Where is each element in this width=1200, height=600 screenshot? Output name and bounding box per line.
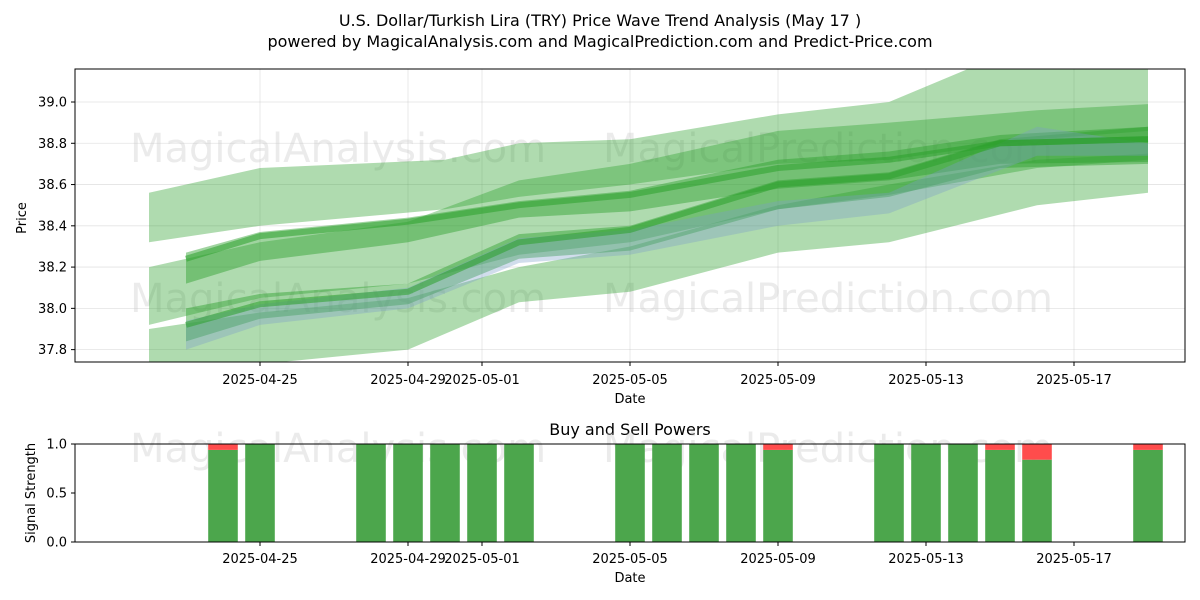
signal-x-tick-label: 2025-05-05 xyxy=(592,552,668,567)
price-band-lower-wave xyxy=(186,126,1148,342)
sell-bar xyxy=(763,444,793,450)
signal-panel: Buy and Sell Powers MagicalAnalysis.com M… xyxy=(24,420,1186,586)
buy-bar xyxy=(985,449,1015,542)
buy-bar xyxy=(1133,449,1163,542)
price-band-wide-upper xyxy=(149,69,1148,243)
price-x-tick-label: 2025-05-01 xyxy=(444,373,520,388)
sell-bar xyxy=(1022,444,1052,460)
price-y-tick-label: 38.2 xyxy=(38,261,67,276)
chart-title: U.S. Dollar/Turkish Lira (TRY) Price Wav… xyxy=(339,11,861,30)
buy-bar xyxy=(874,444,904,542)
buy-bar xyxy=(430,444,460,542)
buy-bar xyxy=(393,444,423,542)
signal-x-tick-label: 2025-05-01 xyxy=(444,552,520,567)
price-line-lower-trend xyxy=(185,136,1149,328)
price-x-tick-label: 2025-04-25 xyxy=(222,373,298,388)
signal-x-tick-label: 2025-04-29 xyxy=(370,552,446,567)
price-x-tick-label: 2025-04-29 xyxy=(370,373,446,388)
price-band-upper-wave xyxy=(186,126,1148,284)
buy-bar xyxy=(911,444,941,542)
signal-y-label: Signal Strength xyxy=(24,443,39,543)
price-x-tick-label: 2025-05-05 xyxy=(592,373,668,388)
signal-y-tick-label: 0.0 xyxy=(46,536,67,551)
buy-bar xyxy=(726,444,756,542)
sell-bar xyxy=(985,444,1015,450)
chart-subtitle: powered by MagicalAnalysis.com and Magic… xyxy=(267,32,932,51)
signal-x-tick-label: 2025-05-13 xyxy=(888,552,964,567)
price-y-tick-label: 39.0 xyxy=(38,96,67,111)
buy-bar xyxy=(689,444,719,542)
price-bands xyxy=(149,69,1148,362)
signal-x-label: Date xyxy=(614,571,645,586)
buy-bar xyxy=(652,444,682,542)
signal-x-tick-label: 2025-05-17 xyxy=(1036,552,1112,567)
price-line-upper-trend xyxy=(185,136,1149,262)
signal-y-tick-label: 1.0 xyxy=(46,438,67,453)
price-panel: MagicalAnalysis.com MagicalPrediction.com… xyxy=(15,68,1186,407)
buy-bar xyxy=(948,444,978,542)
buy-bar xyxy=(615,444,645,542)
price-y-tick-label: 37.8 xyxy=(38,343,67,358)
signal-x-tick-label: 2025-04-25 xyxy=(222,552,298,567)
buy-bar xyxy=(245,444,275,542)
buy-bar xyxy=(763,449,793,542)
signal-y-ticks: 0.0 0.5 1.0 xyxy=(46,438,75,551)
sell-bar xyxy=(1133,444,1163,450)
price-band-wide-lower xyxy=(149,153,1148,362)
price-y-tick-label: 38.0 xyxy=(38,302,67,317)
buy-bar xyxy=(504,444,534,542)
signal-bars xyxy=(208,444,1163,542)
signal-y-tick-label: 0.5 xyxy=(46,487,67,502)
price-y-label: Price xyxy=(15,202,30,234)
price-y-tick-label: 38.4 xyxy=(38,219,67,234)
watermark-text: MagicalPrediction.com xyxy=(603,276,1053,322)
buy-bar xyxy=(208,449,238,542)
price-y-ticks: 37.8 38.0 38.2 38.4 38.6 38.8 39.0 xyxy=(38,96,75,358)
price-x-tick-label: 2025-05-17 xyxy=(1036,373,1112,388)
signal-panel-title: Buy and Sell Powers xyxy=(549,420,711,439)
buy-bar xyxy=(1022,459,1052,542)
price-x-label: Date xyxy=(614,392,645,407)
price-y-tick-label: 38.6 xyxy=(38,178,67,193)
price-y-tick-label: 38.8 xyxy=(38,137,67,152)
price-trend-lines xyxy=(185,136,1149,328)
watermark-text: MagicalAnalysis.com xyxy=(130,126,546,172)
buy-bar xyxy=(356,444,386,542)
signal-x-tick-label: 2025-05-09 xyxy=(740,552,816,567)
sell-bar xyxy=(208,444,238,450)
price-x-tick-label: 2025-05-13 xyxy=(888,373,964,388)
price-band-blue-wave xyxy=(186,126,1148,350)
buy-bar xyxy=(467,444,497,542)
price-x-tick-label: 2025-05-09 xyxy=(740,373,816,388)
